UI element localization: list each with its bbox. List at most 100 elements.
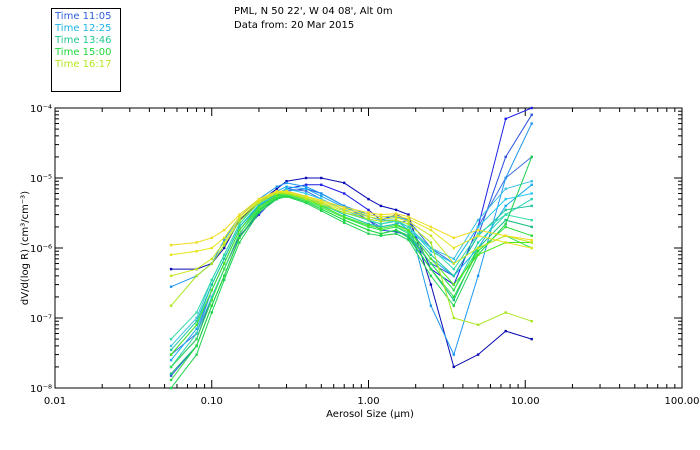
data-point	[530, 113, 533, 116]
data-point	[394, 228, 398, 232]
data-point	[238, 232, 241, 235]
data-point	[169, 243, 173, 247]
legend: Time 11:05 Time 12:25 Time 13:46 Time 15…	[51, 8, 121, 92]
data-point	[210, 262, 213, 265]
data-point	[238, 215, 241, 218]
x-tick-label: 10.00	[511, 396, 540, 407]
legend-entry: Time 13:46	[55, 35, 112, 46]
data-point	[379, 228, 383, 232]
data-point	[429, 253, 433, 256]
data-point	[476, 274, 480, 278]
data-point	[407, 232, 410, 235]
data-point	[530, 225, 533, 229]
data-point	[379, 215, 383, 218]
data-point	[320, 176, 323, 180]
data-point	[379, 217, 383, 221]
data-point	[504, 241, 507, 244]
data-point	[320, 195, 323, 198]
data-point	[343, 215, 346, 218]
data-point	[504, 176, 507, 180]
data-point	[343, 204, 346, 208]
y-tick-label: 10⁻⁵	[30, 174, 52, 185]
data-point	[285, 180, 288, 183]
data-point	[476, 218, 480, 222]
data-point	[452, 298, 455, 302]
data-point	[285, 189, 288, 193]
data-point	[452, 316, 455, 320]
plot-frame	[54, 107, 683, 389]
data-point	[429, 257, 433, 260]
data-point	[407, 225, 410, 229]
series-line	[170, 156, 533, 389]
data-point	[407, 213, 410, 216]
data-point	[530, 320, 533, 323]
y-tick-label: 10⁻⁴	[30, 104, 52, 115]
data-point	[367, 222, 370, 226]
data-point	[379, 232, 383, 235]
data-point	[210, 283, 213, 286]
data-point	[504, 204, 507, 208]
data-point	[452, 262, 455, 265]
data-point	[476, 250, 480, 253]
data-point	[452, 274, 455, 278]
x-tick-label: 0.10	[201, 396, 223, 407]
data-point	[452, 246, 455, 250]
data-point	[504, 117, 507, 120]
data-point	[223, 262, 226, 265]
data-point	[223, 278, 226, 282]
x-tick-label: 100.00	[665, 396, 700, 407]
data-point	[210, 298, 213, 302]
data-point	[394, 218, 398, 222]
data-point	[320, 201, 323, 205]
data-point	[530, 122, 533, 125]
legend-entry: Time 15:00	[55, 47, 112, 58]
data-point	[530, 337, 533, 341]
data-point	[379, 227, 383, 230]
data-point	[238, 220, 241, 223]
data-point	[238, 222, 241, 226]
data-point	[530, 218, 533, 222]
data-point	[195, 337, 198, 341]
series-line	[170, 194, 532, 368]
data-point	[195, 250, 198, 253]
series-line	[170, 191, 532, 351]
data-point	[223, 243, 226, 247]
data-point	[257, 213, 261, 216]
data-point	[195, 332, 198, 335]
data-point	[343, 206, 346, 209]
data-point	[530, 192, 533, 195]
data-point	[257, 200, 261, 203]
data-point	[452, 365, 455, 369]
data-point	[320, 204, 323, 208]
data-date: Data from: 20 Mar 2015	[234, 20, 355, 31]
data-point	[476, 323, 480, 326]
series-line	[171, 177, 532, 368]
data-point	[169, 253, 173, 256]
y-axis-title: dV/d(log R) (cm³/cm⁻³)	[20, 191, 31, 305]
data-point	[379, 204, 383, 208]
data-point	[476, 234, 480, 237]
data-point	[195, 316, 198, 320]
data-point	[320, 206, 323, 209]
data-point	[504, 329, 507, 333]
data-point	[223, 228, 226, 232]
data-point	[343, 181, 346, 185]
data-point	[530, 106, 533, 110]
data-point	[169, 372, 173, 375]
data-point	[195, 311, 198, 314]
data-point	[429, 225, 433, 229]
data-point	[223, 267, 226, 271]
data-point	[223, 236, 226, 239]
data-point	[504, 187, 507, 190]
data-point	[169, 353, 173, 356]
series-line	[170, 193, 532, 340]
data-point	[257, 207, 261, 211]
data-point	[394, 208, 398, 212]
data-point	[257, 206, 261, 209]
data-point	[530, 246, 533, 250]
data-point	[476, 253, 480, 256]
data-point	[223, 238, 226, 242]
data-point	[275, 189, 278, 193]
x-tick-label: 1.00	[357, 396, 379, 407]
data-point	[530, 241, 533, 244]
